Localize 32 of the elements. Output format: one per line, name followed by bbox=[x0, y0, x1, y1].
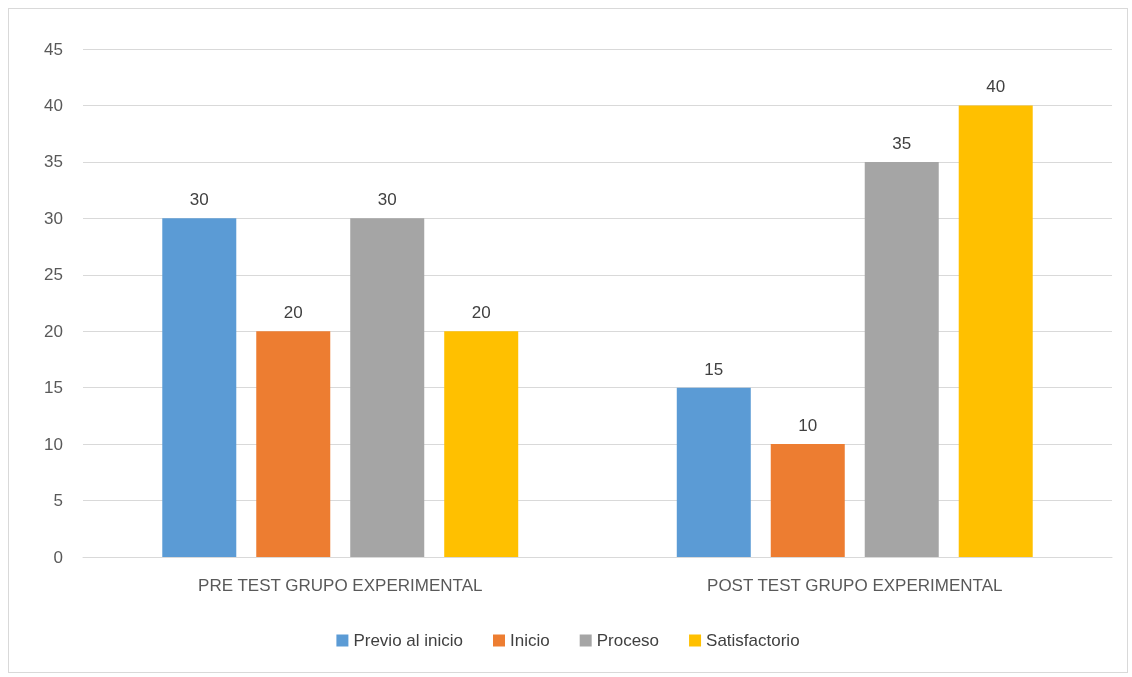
x-tick-label: POST TEST GRUPO EXPERIMENTAL bbox=[707, 576, 1003, 595]
bar bbox=[256, 331, 331, 557]
data-label: 30 bbox=[377, 190, 397, 210]
y-tick-label: 45 bbox=[44, 39, 63, 59]
y-tick-label: 20 bbox=[44, 321, 63, 341]
bar bbox=[162, 218, 237, 557]
y-tick-label: 5 bbox=[53, 491, 63, 511]
y-tick-label: 0 bbox=[53, 547, 63, 567]
bar bbox=[864, 161, 939, 557]
bar bbox=[350, 218, 425, 557]
data-label: 20 bbox=[283, 303, 303, 323]
legend-label: Previo al inicio bbox=[353, 631, 464, 650]
data-label: 10 bbox=[798, 416, 818, 436]
y-tick-label: 30 bbox=[44, 208, 63, 228]
y-tick-label: 15 bbox=[44, 378, 63, 398]
y-tick-label: 40 bbox=[44, 95, 63, 115]
y-tick-label: 25 bbox=[44, 265, 63, 285]
legend-label: Inicio bbox=[510, 631, 550, 650]
y-tick-label: 35 bbox=[44, 152, 63, 172]
data-label: 35 bbox=[892, 133, 912, 153]
bar bbox=[958, 105, 1033, 557]
bar bbox=[770, 444, 845, 557]
bar bbox=[676, 387, 751, 557]
data-label: 40 bbox=[986, 77, 1006, 97]
data-label: 15 bbox=[704, 359, 724, 379]
data-label: 20 bbox=[471, 303, 491, 323]
legend-label: Proceso bbox=[596, 631, 660, 650]
bar bbox=[444, 331, 519, 557]
x-tick-label: PRE TEST GRUPO EXPERIMENTAL bbox=[198, 576, 483, 595]
legend-label: Satisfactorio bbox=[706, 631, 800, 650]
y-tick-label: 10 bbox=[44, 434, 63, 454]
data-label: 30 bbox=[189, 190, 209, 210]
